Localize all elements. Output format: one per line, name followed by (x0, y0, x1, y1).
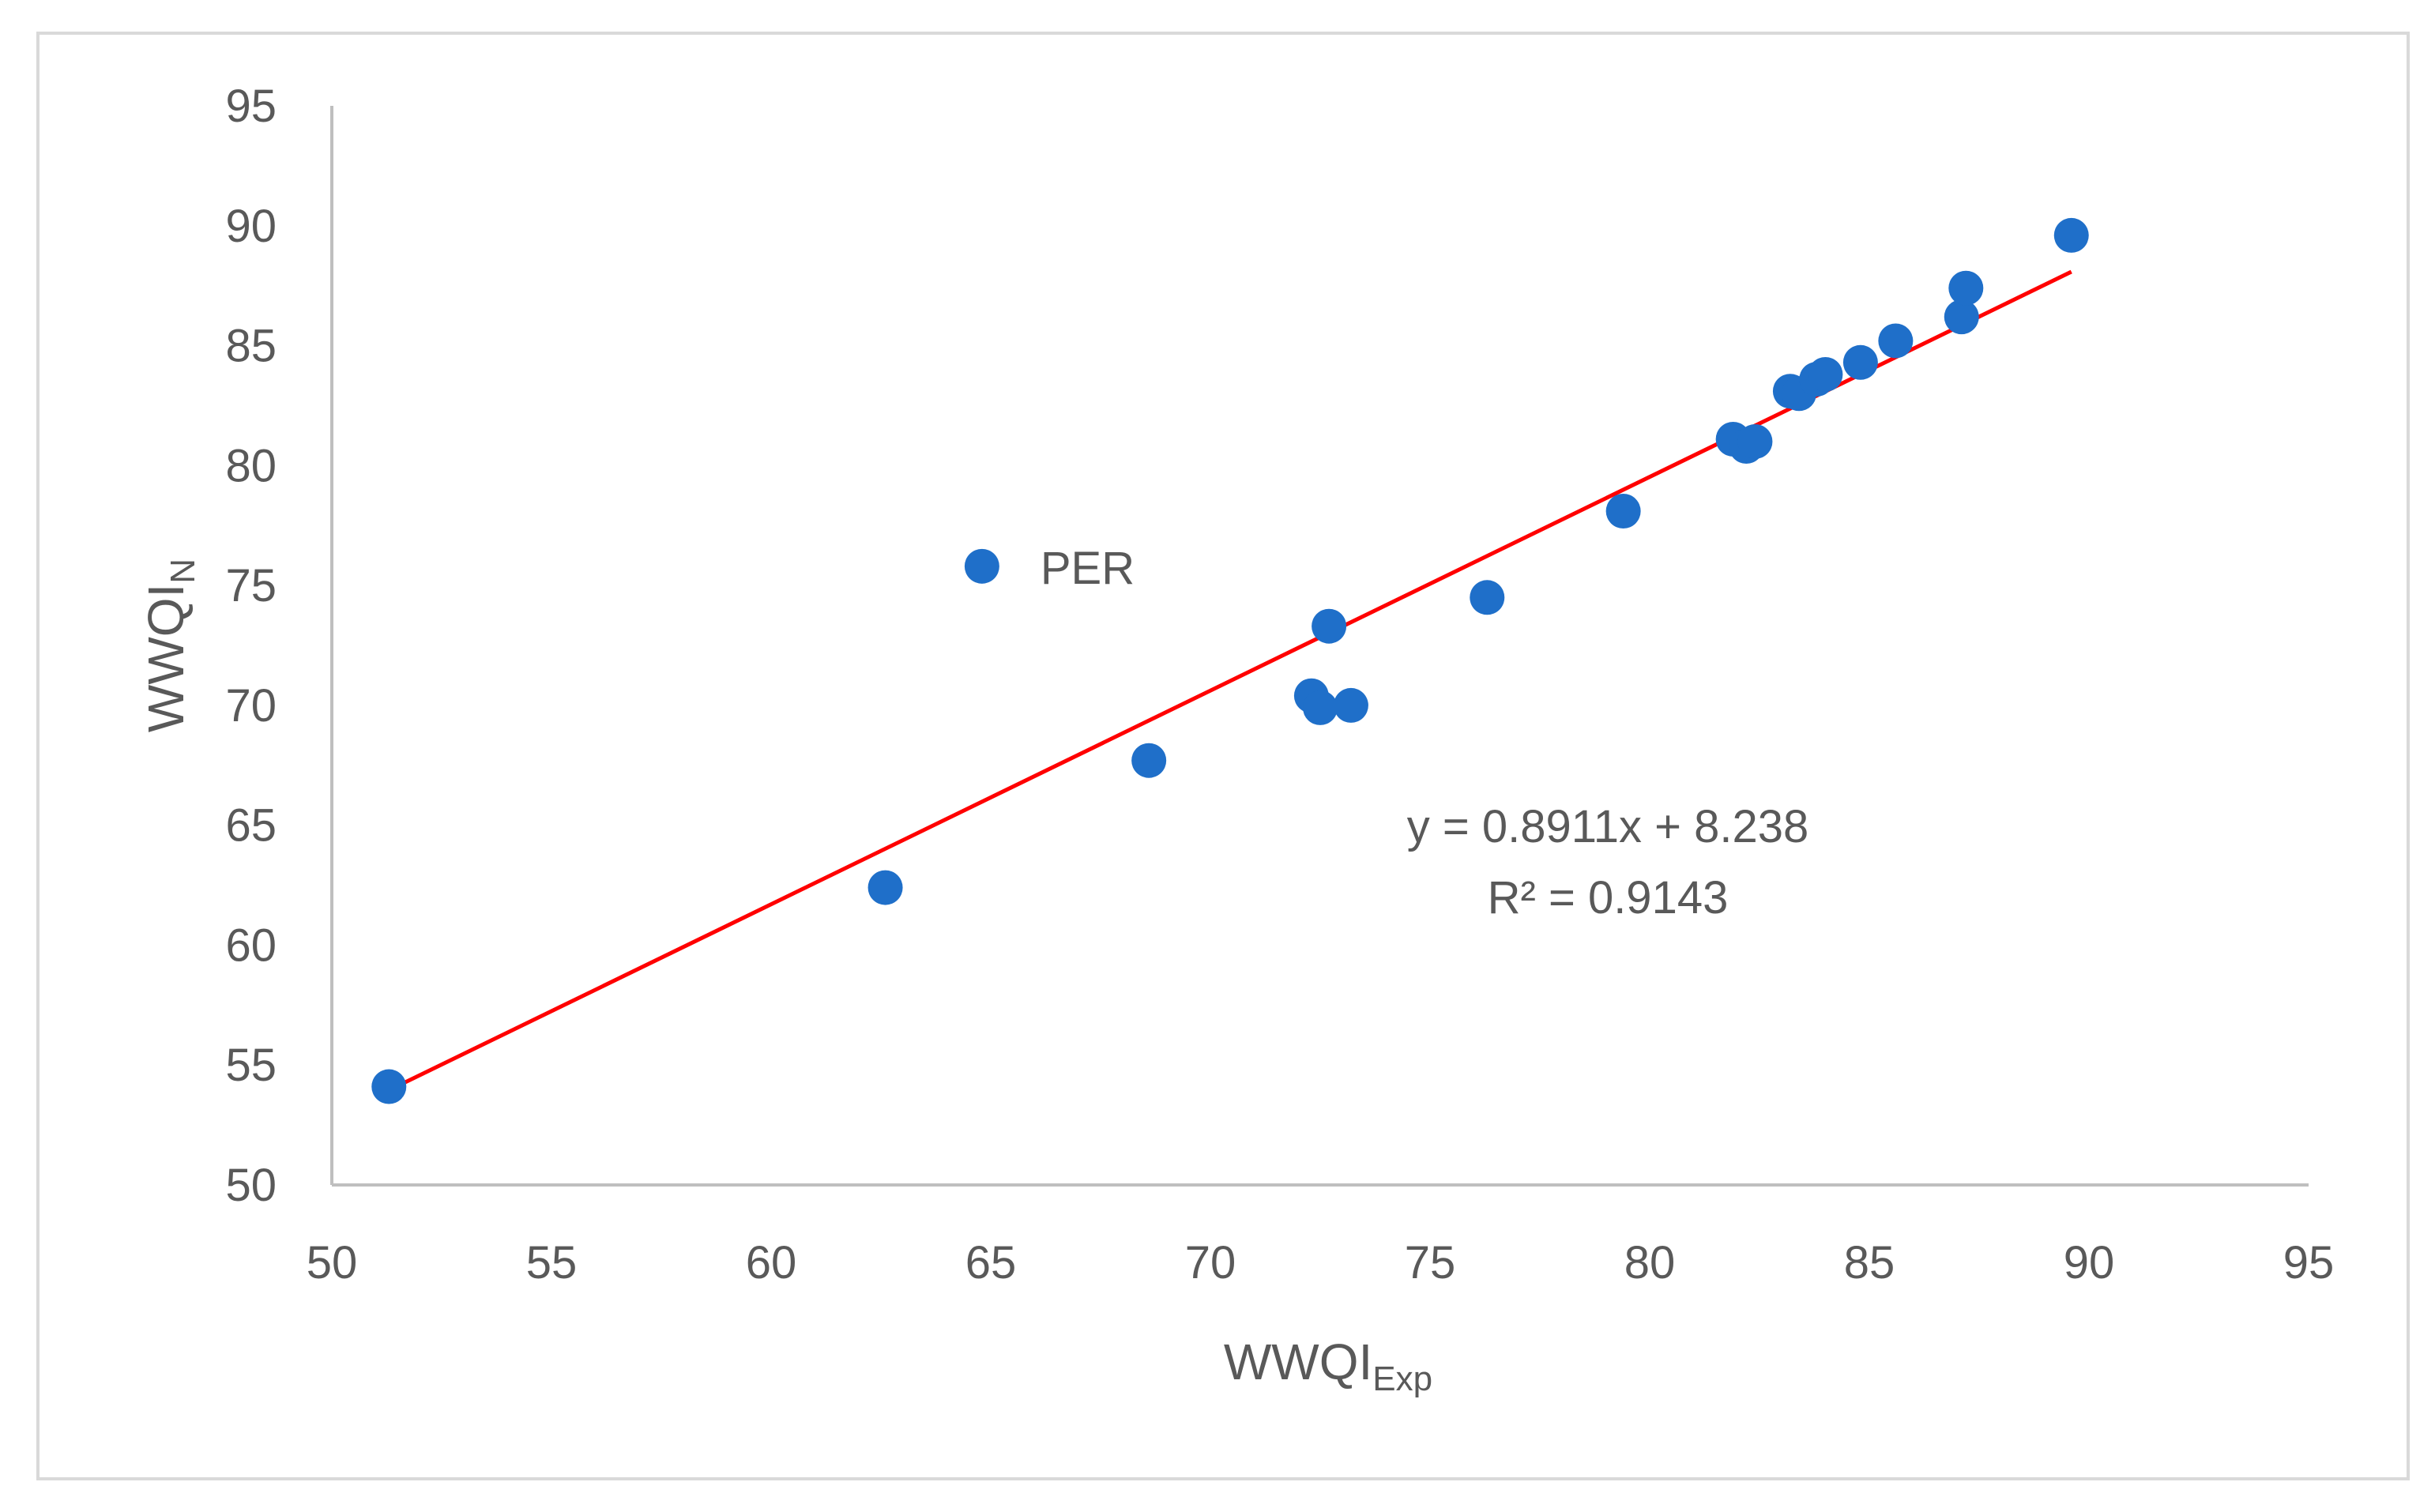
data-point (1131, 743, 1167, 778)
x-tick-label: 70 (1185, 1237, 1236, 1288)
data-point (1944, 299, 1979, 335)
data-point (1808, 356, 1843, 392)
data-point (1303, 690, 1338, 725)
x-tick-label: 95 (2283, 1237, 2335, 1288)
data-point (1312, 608, 1347, 644)
x-tick-label: 85 (1844, 1237, 1895, 1288)
y-tick-label: 95 (225, 81, 277, 132)
data-point (371, 1069, 407, 1104)
data-point (1333, 687, 1368, 723)
y-tick-label: 55 (225, 1040, 277, 1091)
x-axis-label: WWQIExp (1224, 1333, 1432, 1398)
data-points (371, 217, 2089, 1104)
x-axis-label-main: WWQI (1224, 1333, 1372, 1390)
y-tick-label: 65 (225, 800, 277, 852)
chart-frame (36, 32, 2410, 1480)
data-point (2053, 217, 2089, 253)
trendline-equation: y = 0.8911x + 8.238 (1407, 801, 1808, 852)
y-tick-label: 80 (225, 440, 277, 491)
y-tick-label: 90 (225, 201, 277, 252)
data-point (1948, 270, 1984, 306)
y-tick-label: 60 (225, 920, 277, 971)
y-axis-label: WWQIN (137, 559, 202, 732)
x-tick-label: 90 (2064, 1237, 2115, 1288)
y-axis-label-sub: N (164, 559, 202, 584)
x-tick-label: 55 (526, 1237, 578, 1288)
y-tick-label: 75 (225, 560, 277, 611)
data-point (1878, 323, 1914, 359)
y-tick-label: 50 (225, 1160, 277, 1211)
x-tick-label: 50 (307, 1237, 358, 1288)
x-tick-label: 80 (1624, 1237, 1676, 1288)
x-tick-label: 75 (1405, 1237, 1456, 1288)
data-point (1737, 423, 1773, 459)
data-point (1842, 344, 1878, 380)
x-axis-label-sub: Exp (1372, 1360, 1432, 1398)
x-tick-labels: 50 55 60 65 70 75 80 85 90 95 (307, 1237, 2335, 1288)
y-tick-label: 85 (225, 321, 277, 372)
y-tick-labels: 50 55 60 65 70 75 80 85 90 95 (225, 81, 277, 1211)
y-tick-label: 70 (225, 680, 277, 732)
data-point (1470, 580, 1505, 615)
x-tick-label: 65 (965, 1237, 1017, 1288)
data-point (1605, 494, 1641, 529)
point-labels: PER (1041, 543, 1135, 594)
y-axis-label-main: WWQI (137, 584, 194, 732)
data-point (867, 870, 903, 905)
r-squared-label: R² = 0.9143 (1488, 872, 1729, 923)
x-tick-label: 60 (746, 1237, 797, 1288)
axes (330, 106, 2309, 1187)
data-point (964, 548, 999, 584)
point-label: PER (1041, 543, 1135, 594)
